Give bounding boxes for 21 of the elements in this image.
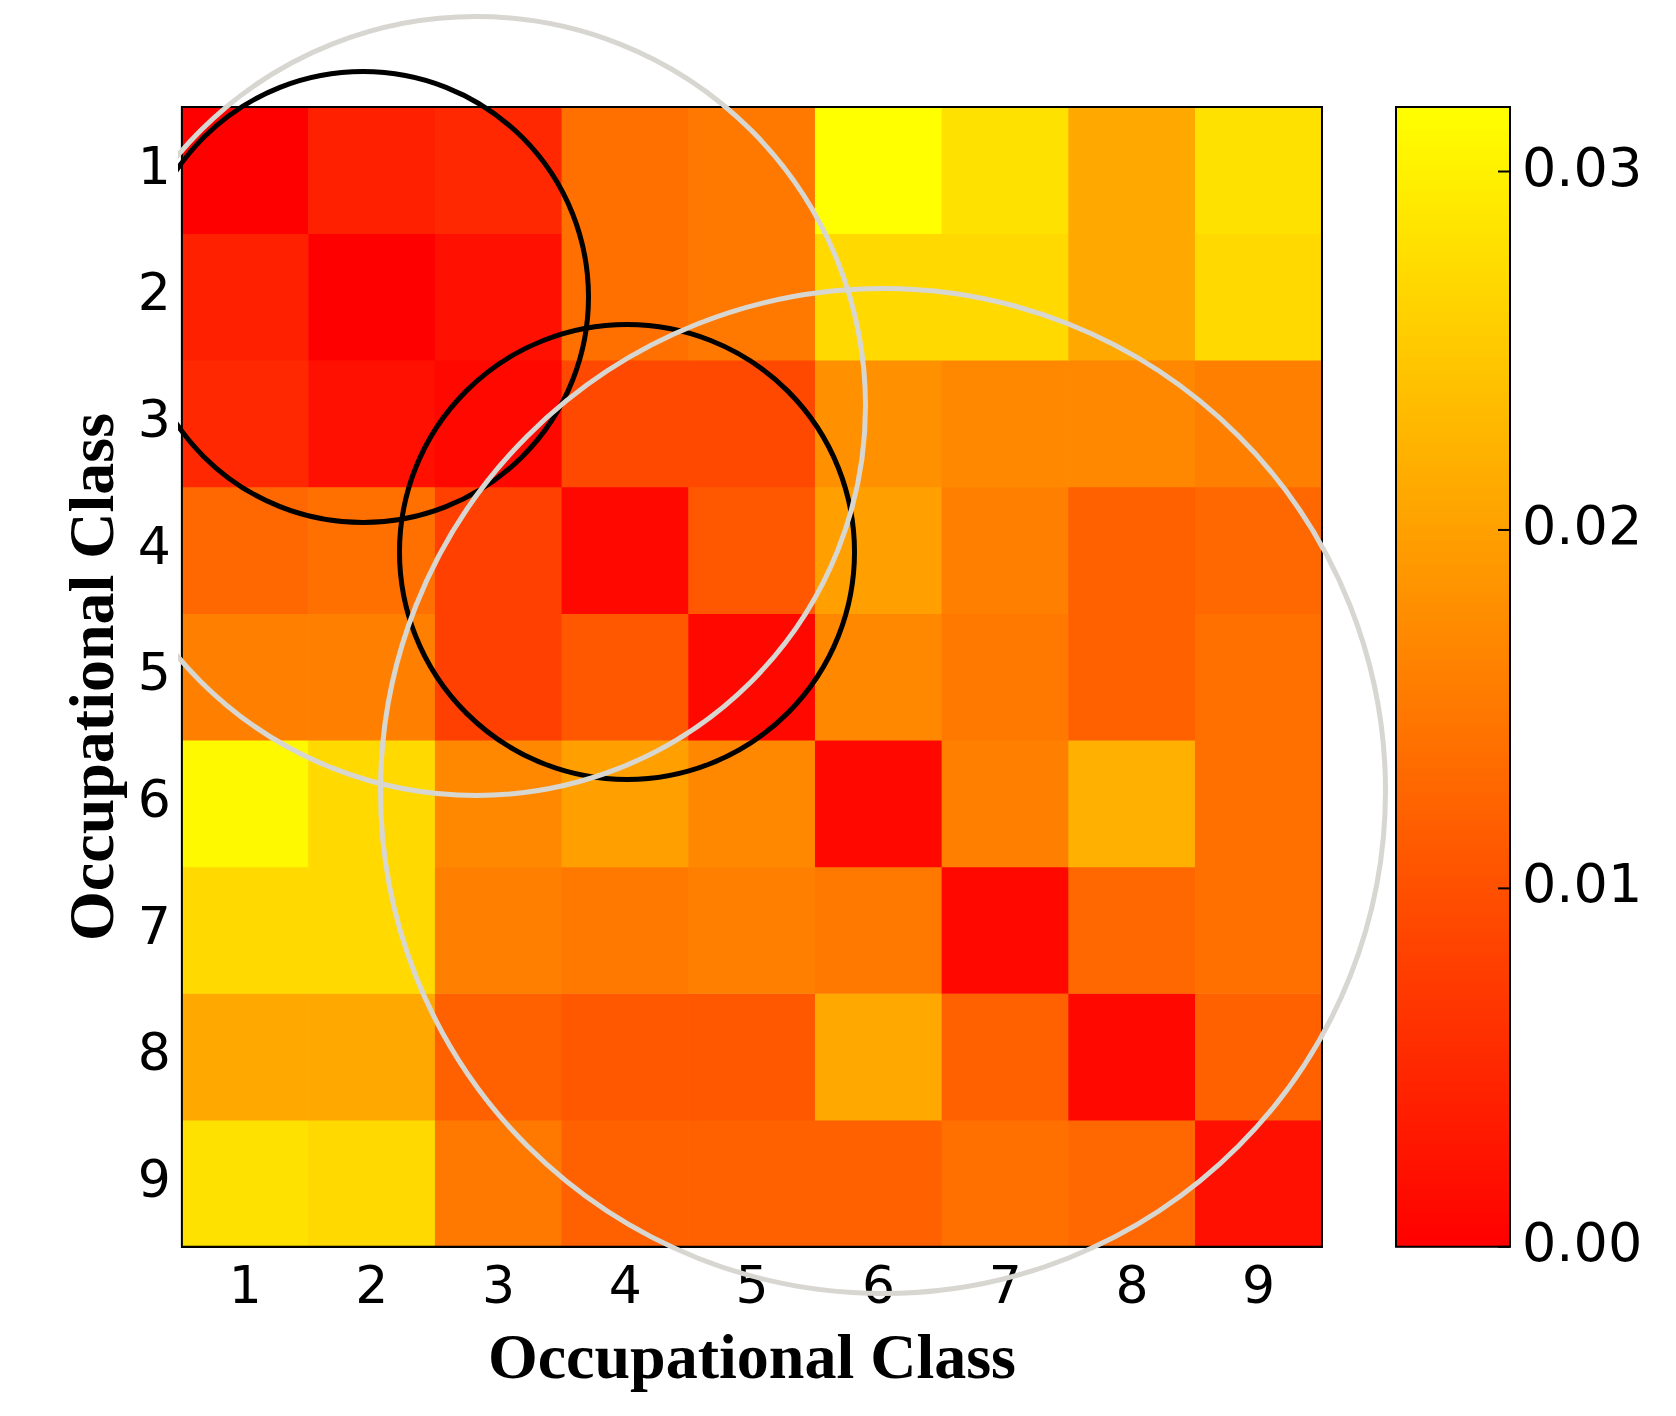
color-bar-label: 0.00 — [1522, 1210, 1643, 1274]
y-tick-label: 6 — [137, 769, 171, 830]
x-tick-label: 2 — [355, 1254, 389, 1315]
x-tick-label: 9 — [1242, 1254, 1276, 1315]
color-bar-label: 0.03 — [1522, 135, 1643, 199]
color-bar-label: 0.01 — [1522, 852, 1643, 916]
y-tick-label: 7 — [137, 895, 171, 956]
x-tick-label: 3 — [482, 1254, 516, 1315]
color-bar-label: 0.02 — [1522, 493, 1643, 557]
y-tick-label: 8 — [137, 1022, 171, 1083]
y-tick-label: 9 — [137, 1148, 171, 1209]
y-tick-label: 1 — [137, 135, 171, 196]
x-tick-label: 1 — [228, 1254, 262, 1315]
y-tick-label: 4 — [137, 515, 171, 576]
y-tick-label: 3 — [137, 389, 171, 450]
x-tick-label: 4 — [608, 1254, 642, 1315]
y-tick-label: 2 — [137, 262, 171, 323]
x-axis-title: Occupational Class — [487, 1321, 1016, 1393]
y-axis-title: Occupational Class — [55, 412, 127, 941]
y-tick-label: 5 — [137, 642, 171, 703]
x-tick-label: 8 — [1115, 1254, 1149, 1315]
